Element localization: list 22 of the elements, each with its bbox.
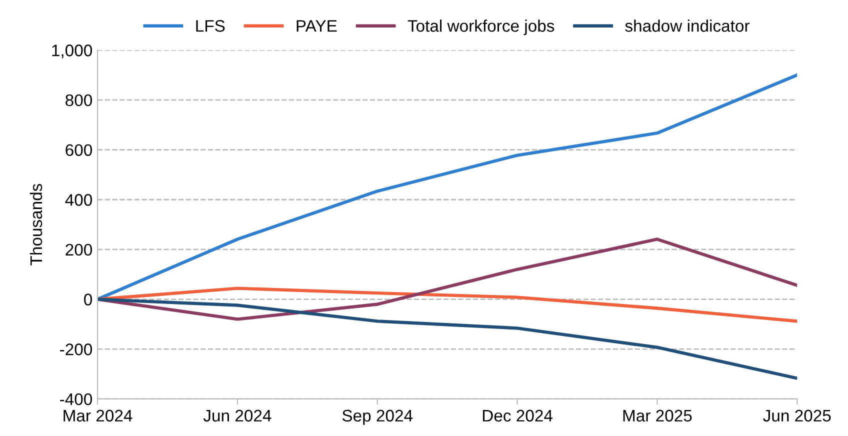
y-axis-title: Thousands <box>30 184 42 266</box>
line-series <box>98 286 798 323</box>
legend-label: Total workforce jobs <box>408 20 554 36</box>
x-tick-label: Mar 2024 <box>64 410 132 422</box>
y-tick-label: 600 <box>66 144 92 156</box>
x-tick-label: Jun 2025 <box>763 410 831 422</box>
y-tick-label: 400 <box>65 194 92 206</box>
legend-label: shadow indicator <box>625 20 750 32</box>
x-tick-label: Dec 2024 <box>482 410 552 422</box>
x-tick-label: Jun 2024 <box>203 410 272 422</box>
y-tick-label: 800 <box>66 94 92 106</box>
y-tick-label: 200 <box>66 244 92 256</box>
y-tick-label: 1,000 <box>52 44 92 58</box>
line-series <box>98 298 798 380</box>
y-tick-label: -400 <box>60 393 92 406</box>
x-tick-label: Mar 2025 <box>623 410 692 422</box>
legend-label: PAYE <box>296 20 337 32</box>
y-tick-label: -200 <box>60 344 92 356</box>
y-tick-label: 0 <box>84 294 92 306</box>
legend-label: LFS <box>196 20 225 32</box>
line-series <box>98 238 798 321</box>
x-tick-label: Sep 2024 <box>342 410 413 425</box>
